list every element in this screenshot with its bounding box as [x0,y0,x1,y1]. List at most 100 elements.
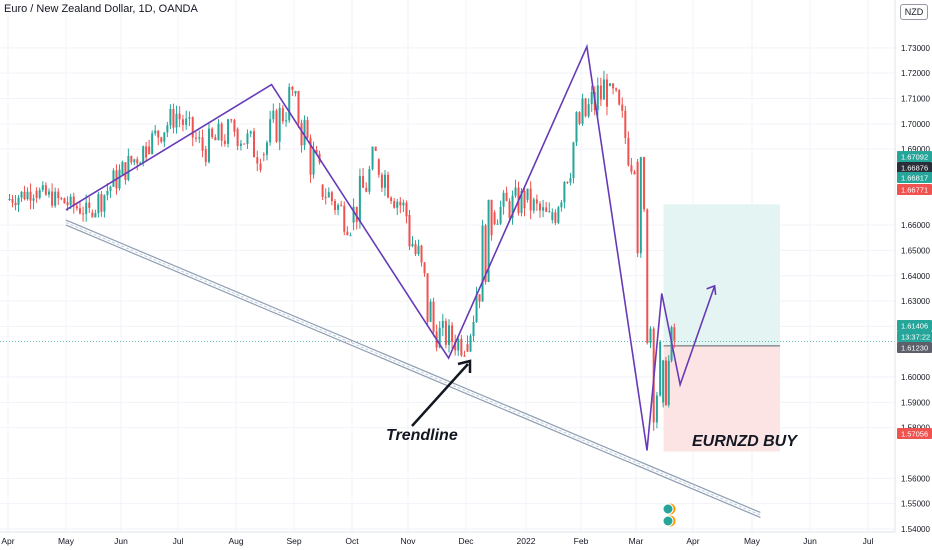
candle-body [587,104,590,117]
candle-body [85,202,88,215]
trendline-label: Trendline [386,427,458,444]
price-tag-label: 1.66771 [901,186,928,195]
profit-zone[interactable] [663,204,781,346]
candle-body [44,185,47,195]
candle-body [432,301,435,332]
candle-body [481,225,484,302]
candle-body [529,188,532,211]
time-tick-label: Oct [345,536,359,546]
candle-body [454,341,457,351]
candle-body [142,146,145,163]
price-tick-label: 1.59000 [901,398,930,407]
trendline-lower[interactable] [65,224,761,519]
candle-body [8,198,11,200]
price-tag-label: 1.57056 [901,430,928,439]
time-tick-label: Jul [863,536,874,546]
candle-body [265,142,268,155]
candle-body [259,163,262,170]
candle-body [659,341,662,396]
candle-body [605,79,608,107]
position-zones[interactable] [663,204,781,452]
pattern-arrowhead [706,284,717,295]
price-tag[interactable] [897,342,932,353]
price-tag[interactable] [897,331,932,342]
candle-body [169,108,172,126]
candle-body [542,207,545,211]
candle-body [145,146,148,158]
candle-body [154,130,157,134]
candle-body [377,159,380,175]
trendline-center[interactable] [65,222,761,516]
chart-grid [0,0,895,532]
time-tick-label: Nov [400,536,416,546]
candle-body [130,155,133,163]
chart-title: Euro / New Zealand Dollar, 1D, OANDA [4,3,198,15]
price-tick-label: 1.66000 [901,221,930,230]
candle-body [624,110,627,138]
candle-body [484,225,487,282]
candle-body [78,208,81,214]
candle-body [349,235,352,237]
price-tag[interactable] [897,172,932,183]
candle-body [463,355,466,357]
candle-body [466,344,469,352]
trendline-arrowhead [457,359,472,373]
price-tag-label: 13:37:22 [901,333,930,342]
price-tag[interactable] [897,184,932,195]
price-tick-label: 1.54000 [901,525,930,534]
candle-body [548,211,551,213]
pattern-path[interactable] [65,43,716,451]
candle-body [478,294,481,302]
price-tag[interactable] [897,320,932,331]
price-tag[interactable] [897,162,932,173]
candle-body [220,123,223,141]
candle-body [294,90,297,94]
candle-body [523,191,526,209]
candle-body [63,198,66,204]
event-icons[interactable] [662,502,677,528]
trendline-upper[interactable] [65,219,761,514]
candle-body [451,325,454,342]
price-tag[interactable] [897,428,932,439]
candle-body [563,181,566,203]
stop-zone[interactable] [663,345,781,452]
candle-body [499,206,502,224]
price-axis[interactable]: 1.73000 1.72000 1.71000 1.70000 1.69000 1.660… [894,0,932,550]
price-tag[interactable] [897,151,932,162]
candle-body [72,196,75,207]
candle-body [340,205,343,207]
candle-body [139,162,142,164]
candle-body [38,189,41,198]
candle-body [575,112,578,143]
candle-body [133,159,136,163]
candle-body [51,191,54,206]
time-tick-label: May [58,536,75,546]
drawing-overlays[interactable] [0,43,895,519]
time-tick-label: Jun [803,536,817,546]
candle-body [94,213,97,218]
candle-body [535,199,538,204]
candle-body [324,196,327,198]
candle-body [460,338,463,356]
candle-body [399,201,402,206]
price-tag-label: 1.61406 [901,322,928,331]
candle-body [285,120,288,122]
candle-body [639,157,642,254]
candle-body [214,137,217,141]
dividend-icon[interactable] [662,515,674,527]
candle-body [402,202,405,206]
candle-body [172,108,175,128]
price-tag-label: 1.66876 [901,164,928,173]
candle-body [321,184,324,197]
candle-body [472,321,475,336]
time-axis[interactable]: Apr May Jun Jul Aug Sep Oct Nov Dec 2022 Feb Mar Apr… [0,531,895,546]
trendline-arrow[interactable] [411,363,469,427]
candle-body [365,187,368,192]
price-tick-label: 1.73000 [901,44,930,53]
earnings-icon[interactable] [662,503,674,515]
candle-body [269,119,272,143]
candle-body [303,120,306,146]
time-tick-label: Sep [286,536,301,546]
currency-badge[interactable]: NZD [900,4,928,20]
